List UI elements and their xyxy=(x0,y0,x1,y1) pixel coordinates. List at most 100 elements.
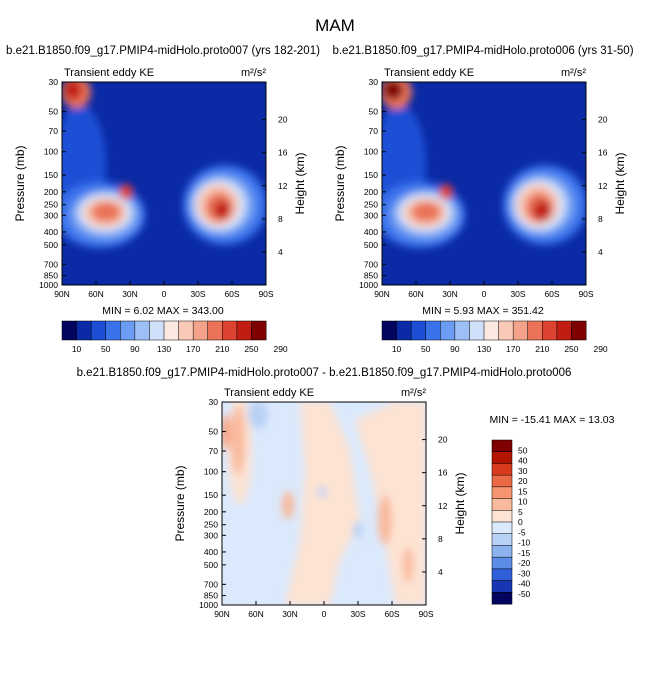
panel-3-y-tick-label: 150 xyxy=(204,490,218,500)
panel-1-y-tick-label: 500 xyxy=(44,240,58,250)
panel-3-contour-band xyxy=(248,402,268,429)
panel-2-colorbar-swatch xyxy=(469,320,485,341)
panel-2-subtitle: Transient eddy KE xyxy=(384,67,474,79)
panel-2-y-tick-label: 70 xyxy=(369,126,379,136)
panel-2-y-tick-label: 250 xyxy=(364,200,378,210)
panel-1-x-tick-label: 90N xyxy=(54,289,70,299)
panel-1-ylabel: Pressure (mb) xyxy=(13,145,27,221)
panel-2-colorbar-swatch xyxy=(483,320,500,341)
panel-3-colorbar-swatch xyxy=(491,510,513,523)
panel-1-colorbar-swatch xyxy=(207,320,223,341)
panel-1-y-tick-label: 300 xyxy=(44,210,58,220)
panel-3-y-tick-label: 850 xyxy=(204,591,218,601)
panel-2-contour-band xyxy=(383,82,403,100)
panel-1-y2label: Height (km) xyxy=(293,152,307,214)
panel-2-colorbar-swatch xyxy=(454,320,470,341)
panel-1-y2-tick-label: 8 xyxy=(278,214,283,224)
panel-1-y-tick-label: 400 xyxy=(44,227,58,237)
panel-3-y-tick-label: 70 xyxy=(209,446,219,456)
panel-2-y2-tick-label: 4 xyxy=(598,247,603,257)
panel-3-colorbar-label: -40 xyxy=(518,579,531,589)
panel-2-stats: MIN = 5.93 MAX = 351.42 xyxy=(422,305,544,317)
panel-2-colorbar-swatch xyxy=(527,320,543,341)
panel-3-colorbar-label: -5 xyxy=(518,527,526,537)
panel-3-x-tick-label: 30N xyxy=(282,609,298,619)
panel-1-contour-band xyxy=(119,184,133,200)
panel-3-axes: 90N 60N 30N 0 30S 60S 90S 30 50 70 100 150 200 250300… xyxy=(173,397,467,619)
panel-2-y-tick-label: 50 xyxy=(369,107,379,117)
panel-3-colorbar-swatch xyxy=(491,568,513,582)
panel-1-colorbar-swatch xyxy=(76,320,92,341)
panel-2-x-tick-label: 60S xyxy=(544,289,559,299)
panel-1-colorbar-swatch xyxy=(149,320,165,341)
panel-2-colorbar-label: 130 xyxy=(477,344,491,354)
panel-3-x-tick-label: 30S xyxy=(350,609,365,619)
panel-1-colorbar-swatch xyxy=(236,320,252,341)
panel-3-colorbar-swatch xyxy=(491,451,513,464)
panel-3-y-tick-label: 400 xyxy=(204,547,218,557)
panel-2-title: b.e21.B1850.f09_g17.PMIP4-midHolo.proto0… xyxy=(332,45,633,57)
panel-3-units: m²/s² xyxy=(401,387,426,399)
panel-3-colorbar-label: -10 xyxy=(518,538,531,548)
panel-2-units: m²/s² xyxy=(561,67,586,79)
panel-3-y2-tick-label: 16 xyxy=(438,468,448,478)
panel-1-colorbar-swatch xyxy=(120,320,136,341)
panel-3-colorbar-swatch xyxy=(491,439,513,453)
panel-3-subtitle: Transient eddy KE xyxy=(224,387,314,399)
panel-2-colorbar: 10 50 90 130 170 210 250 290 xyxy=(381,320,608,354)
panel-3-y2-tick-label: 12 xyxy=(438,501,448,511)
panel-3-colorbar-swatch xyxy=(491,592,513,605)
panel-2-y2-tick-label: 12 xyxy=(598,181,608,191)
panel-1-colorbar: 10 50 90 130 170 210 250 290 xyxy=(61,320,288,354)
panel-3-colorbar-label: 40 xyxy=(518,456,528,466)
panel-1-colorbar-label: 130 xyxy=(157,344,171,354)
panel-2-colorbar-swatch xyxy=(410,320,427,341)
panel-2-colorbar-swatch xyxy=(498,320,514,341)
panel-1-colorbar-swatch xyxy=(192,320,209,341)
panel-1-colorbar-swatch xyxy=(61,320,78,341)
panel-2-y-tick-label: 100 xyxy=(364,147,378,157)
panel-2-colorbar-label: 10 xyxy=(392,344,402,354)
panel-3-contour-band xyxy=(282,491,294,519)
panel-3-contour-band xyxy=(403,547,413,583)
panel-1-colorbar-swatch xyxy=(163,320,180,341)
panel-3-y-tick-label: 100 xyxy=(204,467,218,477)
panel-2-x-tick-label: 90S xyxy=(578,289,593,299)
figure-title: MAM xyxy=(315,16,355,35)
panel-2-y-tick-label: 1000 xyxy=(359,280,378,290)
panel-1-y-tick-label: 150 xyxy=(44,170,58,180)
panel-2-colorbar-swatch xyxy=(381,320,398,341)
panel-2-colorbar-label: 290 xyxy=(593,344,607,354)
panel-3-colorbar-swatch xyxy=(491,486,513,500)
panel-2-y2-tick-label: 8 xyxy=(598,214,603,224)
panel-3-y2-tick-label: 20 xyxy=(438,435,448,445)
panel-3-contour-band xyxy=(285,402,360,605)
panel-1-x-tick-label: 30S xyxy=(190,289,205,299)
panel-3-y-tick-label: 50 xyxy=(209,427,219,437)
panel-1-colorbar-label: 10 xyxy=(72,344,82,354)
panel-1-colorbar-swatch xyxy=(134,320,150,341)
panel-1-units: m²/s² xyxy=(241,67,266,79)
panel-1-colorbar-label: 290 xyxy=(273,344,287,354)
panel-3-colorbar-label: 50 xyxy=(518,445,528,455)
panel-3-colorbar-label: 10 xyxy=(518,497,528,507)
panel-2-y-tick-label: 850 xyxy=(364,271,378,281)
panel-1-y-tick-label: 1000 xyxy=(39,280,58,290)
panel-3-colorbar-swatch xyxy=(491,580,513,593)
panel-2-y-tick-label: 200 xyxy=(364,187,378,197)
panel-2-colorbar-swatch xyxy=(542,320,558,341)
panel-2: b.e21.B1850.f09_g17.PMIP4-midHolo.proto0… xyxy=(332,45,633,354)
panel-1-x-tick-label: 30N xyxy=(122,289,138,299)
panel-3-colorbar-label: 5 xyxy=(518,507,523,517)
panel-3-contour-band xyxy=(353,522,363,538)
panel-1-y2-tick-label: 16 xyxy=(278,148,288,158)
panel-3-colorbar-swatch xyxy=(491,533,513,546)
panel-1-colorbar-label: 250 xyxy=(244,344,258,354)
panel-1-y2-tick-label: 4 xyxy=(278,247,283,257)
panel-1-colorbar-swatch xyxy=(251,320,267,341)
panel-3-colorbar-label: -50 xyxy=(518,589,531,599)
panel-1-subtitle: Transient eddy KE xyxy=(64,67,154,79)
panel-3-colorbar-label: 30 xyxy=(518,466,528,476)
